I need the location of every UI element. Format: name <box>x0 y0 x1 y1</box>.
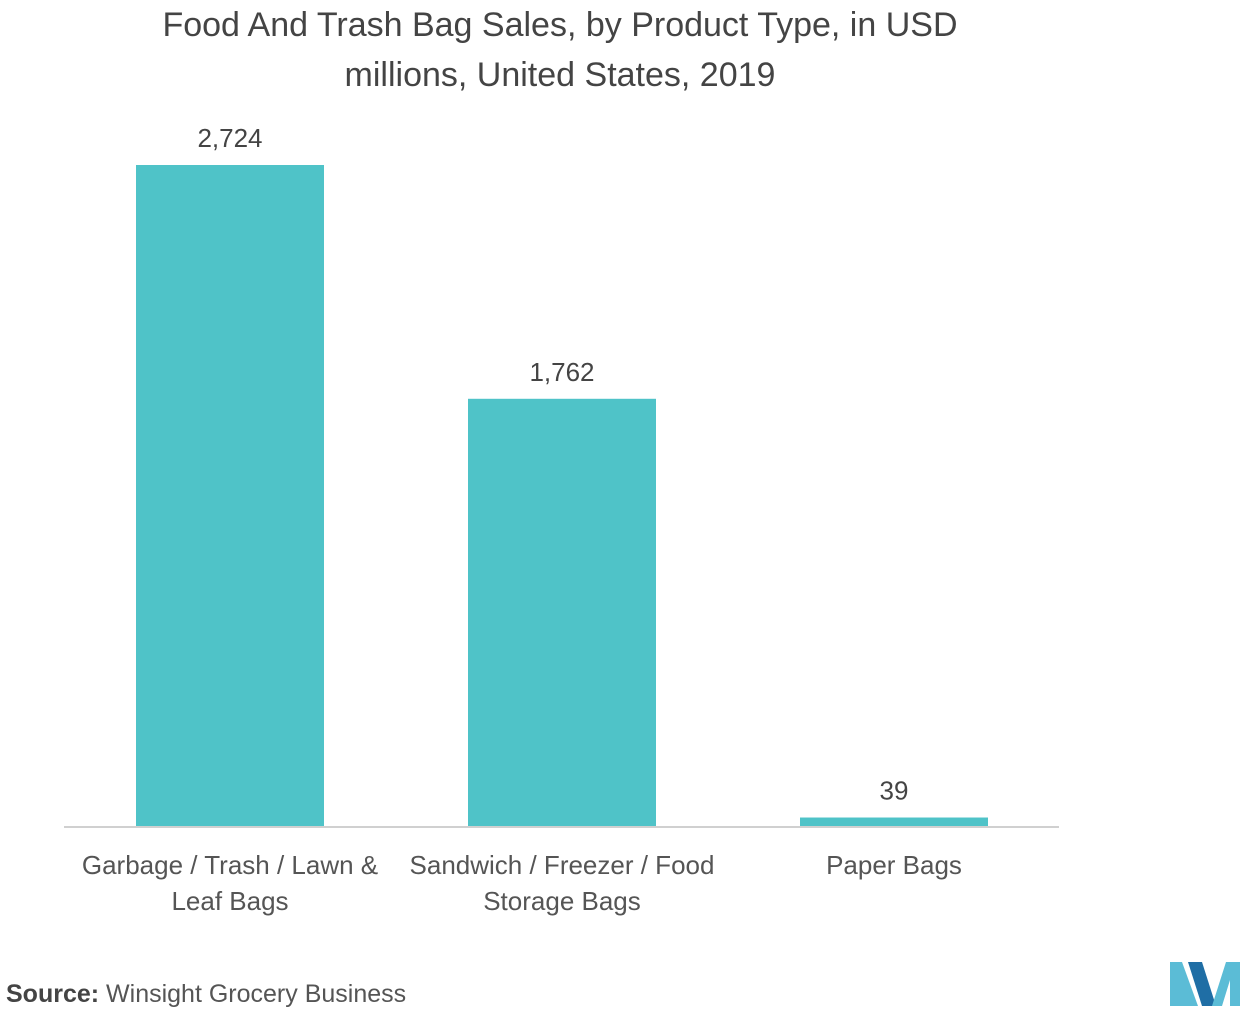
category-label-2-line-2: Storage Bags <box>483 886 641 916</box>
bars-layer <box>136 165 988 827</box>
bar-3 <box>800 817 988 827</box>
chart-title-line-1: Food And Trash Bag Sales, by Product Typ… <box>162 6 958 44</box>
bar-1 <box>136 165 324 827</box>
category-label-1-line-1: Garbage / Trash / Lawn & <box>82 850 378 880</box>
category-label-3-line-1: Paper Bags <box>826 850 962 880</box>
chart-title: Food And Trash Bag Sales, by Product Typ… <box>60 0 1060 100</box>
source-note: Source: Winsight Grocery Business <box>6 980 406 1009</box>
bar-value-label-2: 1,762 <box>529 357 594 387</box>
bar-2 <box>468 398 656 827</box>
bar-value-label-1: 2,724 <box>197 123 262 153</box>
source-text: Winsight Grocery Business <box>106 980 407 1008</box>
category-label-2-line-1: Sandwich / Freezer / Food <box>410 850 715 880</box>
company-logo-icon <box>1170 962 1240 1006</box>
source-label: Source: <box>6 980 100 1008</box>
category-label-1-line-2: Leaf Bags <box>171 886 288 916</box>
chart-title-line-2: millions, United States, 2019 <box>344 56 776 94</box>
labels-layer: 2,724 Garbage / Trash / Lawn & Leaf Bags 1,… <box>82 123 962 916</box>
bar-value-label-3: 39 <box>880 776 909 806</box>
